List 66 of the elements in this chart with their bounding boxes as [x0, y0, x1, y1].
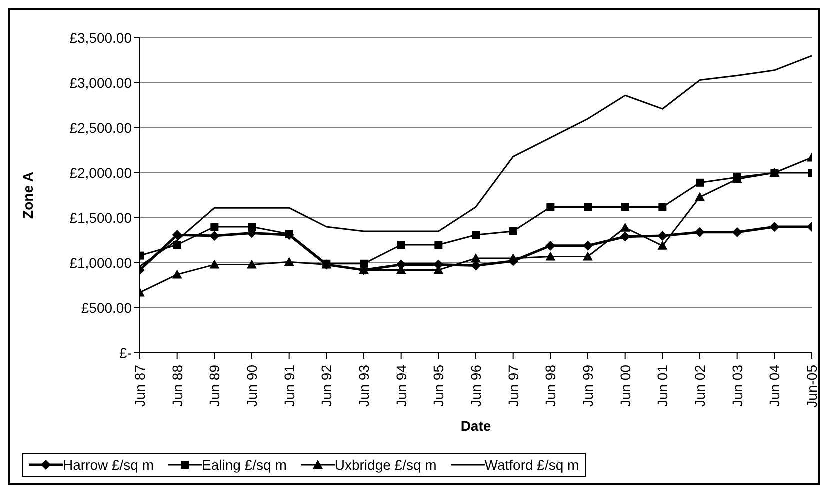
x-tick-label: Jun 91 — [281, 364, 298, 408]
point — [584, 203, 592, 212]
point — [360, 260, 368, 268]
x-tick-label: Jun 01 — [654, 364, 671, 408]
x-tick-label: Jun 98 — [542, 364, 559, 408]
point — [210, 260, 220, 269]
y-tick-label: £500.00 — [81, 300, 132, 316]
legend-label: Uxbridge £/sq m — [334, 457, 437, 473]
y-tick-label: £1,500.00 — [70, 210, 132, 226]
y-tick-label: £- — [120, 344, 132, 361]
point — [695, 227, 705, 238]
x-tick-label: Jun 97 — [505, 364, 522, 408]
point — [173, 241, 182, 249]
y-tick-label: £2,500.00 — [70, 120, 132, 136]
point — [695, 192, 705, 202]
point — [658, 231, 668, 241]
point — [546, 240, 556, 251]
point — [284, 257, 294, 266]
point — [210, 231, 220, 241]
point — [472, 231, 480, 240]
x-tick-label: Jun-05 — [804, 364, 820, 408]
point — [434, 241, 443, 249]
x-tick-label: Jun 96 — [468, 364, 484, 408]
point — [658, 203, 667, 212]
point — [172, 270, 182, 279]
legend-label: Watford £/sq m — [484, 457, 580, 473]
y-tick-label: £2,000.00 — [70, 164, 132, 181]
x-tick-label: Jun 00 — [617, 364, 634, 408]
point — [620, 222, 630, 232]
point — [471, 254, 481, 262]
point — [620, 232, 630, 242]
point — [583, 252, 593, 261]
point — [248, 223, 256, 231]
x-tick-label: Jun 93 — [356, 364, 372, 408]
y-tick-label: £1,000.00 — [70, 254, 132, 271]
x-axis-title: Date — [460, 418, 492, 434]
point — [509, 228, 518, 236]
y-tick-label: £3,500.00 — [70, 30, 132, 46]
point — [732, 227, 742, 238]
point — [546, 252, 556, 261]
x-tick-label: Jun 92 — [318, 364, 335, 408]
x-tick-label: Jun 88 — [169, 364, 186, 408]
x-tick-label: Jun 90 — [244, 364, 260, 408]
x-tick-label: Jun 04 — [766, 364, 783, 408]
point — [770, 222, 780, 232]
point — [397, 241, 406, 249]
legend-label: Harrow £/sq m — [63, 457, 154, 473]
point — [210, 223, 219, 231]
legend-label: Ealing £/sq m — [202, 457, 287, 473]
point — [508, 254, 518, 262]
x-tick-label: Jun 03 — [729, 364, 746, 408]
y-axis-title: Zone A — [20, 172, 36, 219]
point — [621, 203, 630, 212]
x-tick-label: Jun 02 — [692, 364, 708, 408]
y-tick-label: £3,000.00 — [70, 74, 132, 91]
point — [247, 260, 257, 269]
point — [696, 178, 704, 187]
point — [583, 240, 593, 251]
x-tick-label: Jun 94 — [393, 364, 410, 408]
point — [546, 203, 555, 212]
x-tick-label: Jun 87 — [132, 364, 148, 408]
x-tick-label: Jun 95 — [430, 364, 447, 408]
x-tick-label: Jun 89 — [206, 364, 223, 408]
x-tick-label: Jun 99 — [580, 364, 596, 408]
point — [658, 240, 668, 250]
point — [172, 230, 182, 240]
